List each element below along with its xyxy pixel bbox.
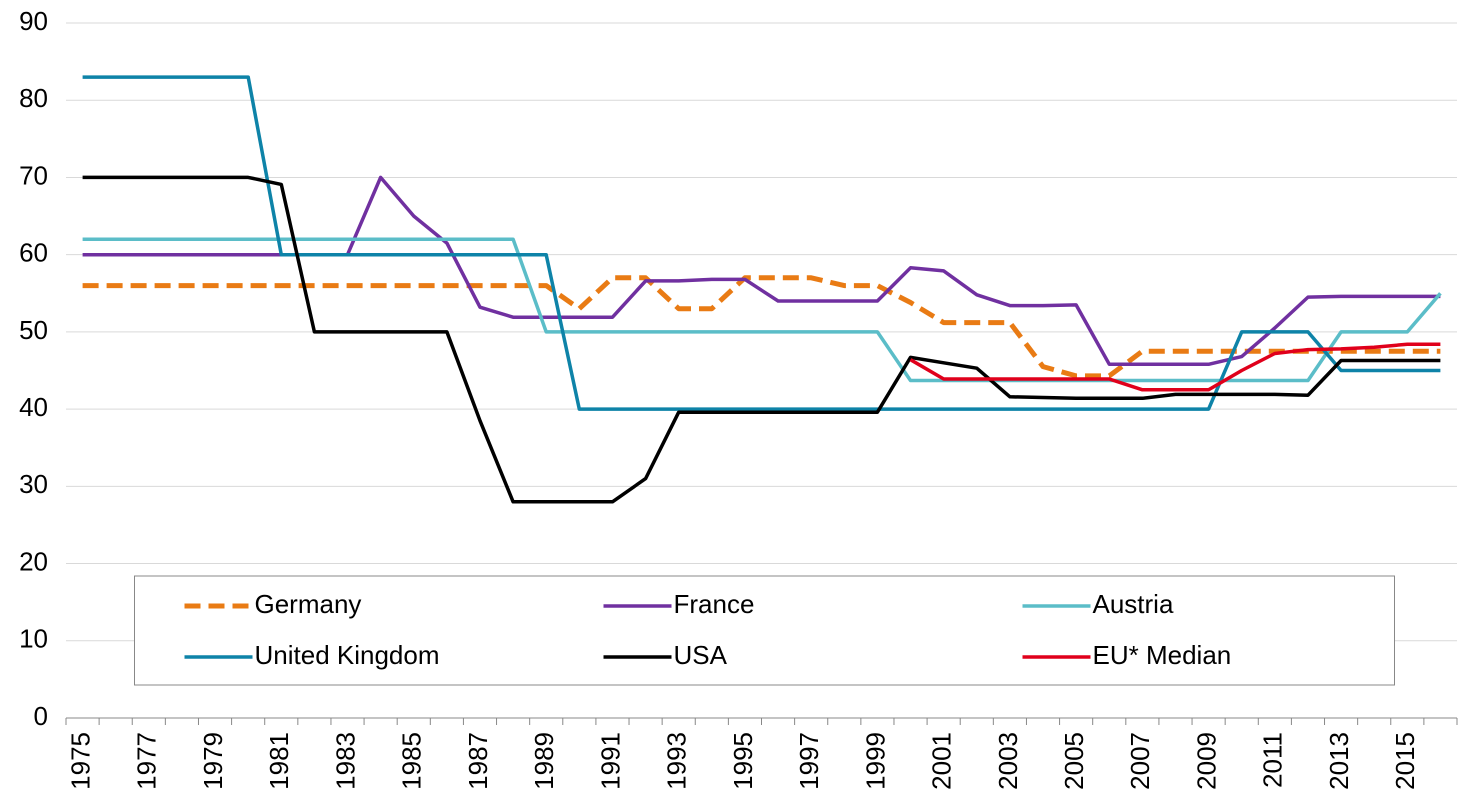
x-tick-label: 1983 (330, 732, 360, 790)
legend-label: Germany (255, 589, 362, 619)
x-tick-label: 2007 (1125, 732, 1155, 790)
x-tick-label: 1999 (860, 732, 890, 790)
x-tick-label: 1985 (397, 732, 427, 790)
x-tick-label: 1991 (595, 732, 625, 790)
legend: Germany France Austria United Kingdom USA EU*… (134, 575, 1395, 686)
x-tick-label: 2003 (993, 732, 1023, 790)
x-tick-label: 2011 (1258, 732, 1288, 788)
x-tick-label: 1981 (264, 732, 294, 790)
legend-label: EU* Median (1093, 640, 1232, 670)
y-tick-label: 50 (19, 315, 48, 345)
y-tick-label: 80 (19, 83, 48, 113)
x-tick-label: 1989 (529, 732, 559, 790)
x-tick-label: 1979 (198, 732, 228, 790)
y-tick-label: 60 (19, 238, 48, 268)
series-line (82, 75, 1441, 411)
legend-label: United Kingdom (255, 640, 440, 670)
x-tick-label: 2001 (927, 732, 957, 790)
x-tick-label: 1975 (65, 732, 95, 790)
x-tick-label: 2005 (1059, 732, 1089, 790)
y-tick-label: 40 (19, 392, 48, 422)
x-tick-label: 1993 (662, 732, 692, 790)
x-tick-label: 1995 (728, 732, 758, 790)
legend-label: USA (674, 640, 728, 670)
x-tick-label: 1997 (794, 732, 824, 790)
y-tick-label: 20 (19, 546, 48, 576)
y-tick-label: 70 (19, 160, 48, 190)
y-tick-label: 90 (19, 6, 48, 36)
legend-label: France (674, 589, 755, 619)
x-tick-label: 2013 (1324, 732, 1354, 790)
x-tick-label: 2015 (1390, 732, 1420, 790)
x-tick-label: 2009 (1191, 732, 1221, 790)
legend-box (134, 575, 1395, 686)
x-tick-label: 1987 (463, 732, 493, 790)
series-line (82, 175, 1441, 504)
y-tick-label: 10 (19, 624, 48, 654)
x-tick-label: 1977 (132, 732, 162, 790)
series-line (82, 237, 1442, 383)
legend-label: Austria (1093, 589, 1174, 619)
y-tick-label: 30 (19, 469, 48, 499)
series-line (909, 342, 1441, 392)
series-line (82, 275, 1441, 379)
y-tick-label: 0 (34, 701, 48, 731)
